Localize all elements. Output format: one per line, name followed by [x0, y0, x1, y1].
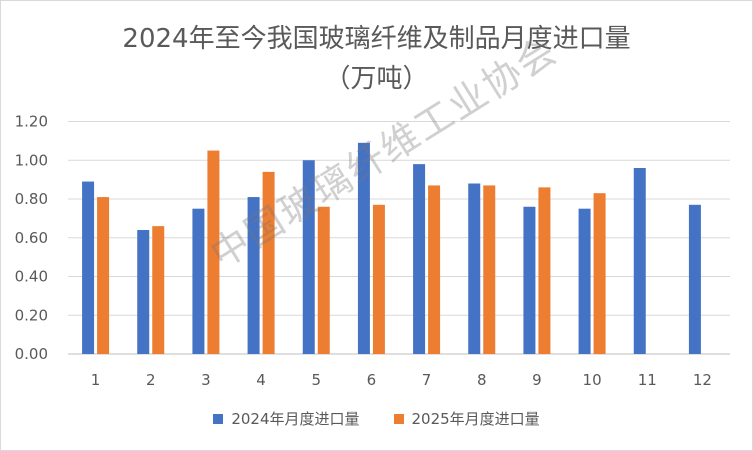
- x-tick-label: 9: [532, 371, 542, 389]
- chart-subtitle: （万吨）: [324, 64, 429, 94]
- x-tick-label: 12: [693, 371, 712, 389]
- bar-2024: [468, 183, 481, 354]
- bar-2024: [302, 160, 315, 354]
- y-tick-label: 0.00: [15, 345, 48, 363]
- bar-2024: [137, 230, 150, 354]
- x-tick-label: 8: [477, 371, 487, 389]
- bar-2024: [413, 164, 426, 354]
- bar-2024: [192, 208, 205, 354]
- bar-2024: [633, 168, 646, 354]
- legend-swatch-2024: [213, 413, 224, 424]
- bar-2025: [538, 187, 551, 354]
- legend-item-2024: 2024年月度进口量: [213, 408, 360, 429]
- bar-2025: [317, 206, 330, 354]
- bar-2024: [523, 206, 536, 354]
- bar-2024: [357, 142, 370, 354]
- bar-2025: [483, 185, 496, 354]
- bar-2025: [207, 150, 220, 354]
- y-tick-label: 1.00: [15, 151, 48, 169]
- x-tick-label: 11: [638, 371, 657, 389]
- legend-item-2025: 2025年月度进口量: [393, 408, 540, 429]
- x-tick-label: 2: [146, 371, 156, 389]
- x-tick-label: 6: [367, 371, 377, 389]
- bar-2025: [593, 193, 606, 354]
- bar-2024: [578, 208, 591, 354]
- bar-2025: [372, 204, 385, 354]
- x-tick-label: 4: [256, 371, 266, 389]
- x-tick-label: 3: [201, 371, 211, 389]
- y-tick-label: 1.20: [15, 113, 48, 131]
- legend-label-2024: 2024年月度进口量: [231, 410, 360, 428]
- x-tick-label: 5: [311, 371, 321, 389]
- y-tick-label: 0.80: [15, 190, 48, 208]
- bar-2025: [97, 197, 110, 354]
- chart-title: 2024年至今我国玻璃纤维及制品月度进口量: [122, 24, 631, 54]
- legend-label-2025: 2025年月度进口量: [411, 410, 540, 428]
- bar-2025: [428, 185, 441, 354]
- x-tick-label: 1: [91, 371, 101, 389]
- y-tick-label: 0.60: [15, 229, 48, 247]
- bar-2025: [262, 171, 275, 354]
- bar-2024: [688, 204, 701, 354]
- x-tick-label: 7: [422, 371, 432, 389]
- legend-swatch-2025: [393, 413, 404, 424]
- bar-2025: [152, 226, 165, 354]
- bar-2024: [247, 197, 260, 354]
- bar-2024: [82, 181, 95, 354]
- x-tick-label: 10: [583, 371, 602, 389]
- y-tick-label: 0.20: [15, 306, 48, 324]
- y-tick-label: 0.40: [15, 268, 48, 286]
- chart-legend: 2024年月度进口量 2025年月度进口量: [0, 408, 753, 429]
